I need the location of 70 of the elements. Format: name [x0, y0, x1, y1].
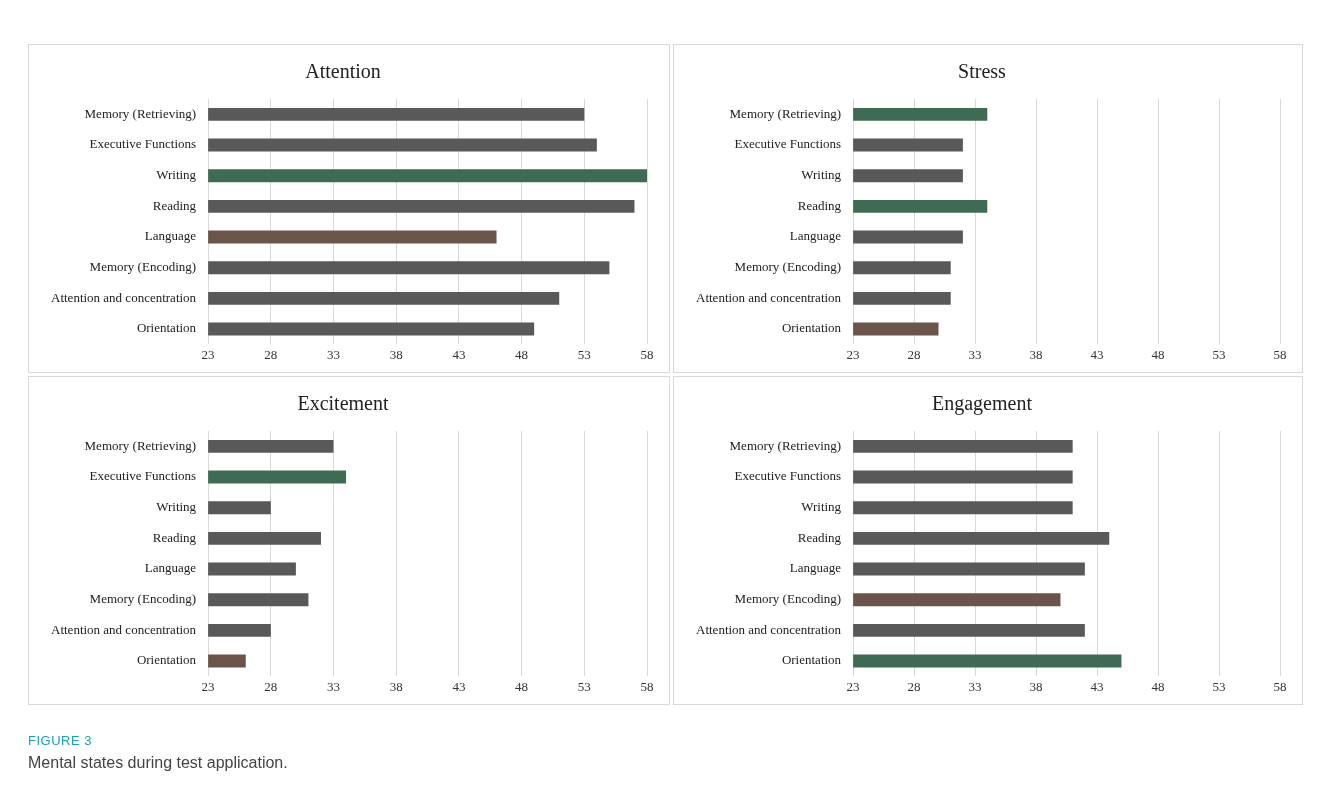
y-tick-label: Attention and concentration [51, 621, 197, 637]
y-tick-label: Memory (Retrieving) [729, 437, 842, 453]
y-tick-label: Attention and concentration [51, 289, 197, 305]
x-tick-label: 23 [846, 678, 860, 694]
x-tick-label: 38 [389, 678, 403, 694]
chart-title: Engagement [932, 392, 1033, 416]
x-tick-label: 48 [515, 678, 529, 694]
y-tick-label: Memory (Encoding) [89, 591, 197, 607]
x-tick-label: 53 [577, 346, 591, 362]
x-tick-label: 48 [1151, 346, 1165, 362]
x-tick-label: 38 [1029, 346, 1043, 362]
y-tick-label: Executive Functions [734, 468, 842, 484]
y-tick-label: Attention and concentration [696, 289, 842, 305]
x-tick-label: 58 [1273, 678, 1287, 694]
y-tick-label: Orientation [136, 652, 197, 668]
x-tick-label: 38 [389, 346, 403, 362]
x-tick-label: 58 [640, 346, 654, 362]
chart-title: Stress [958, 60, 1007, 83]
y-tick-label: Reading [797, 529, 842, 545]
y-tick-label: Writing [156, 499, 197, 515]
y-tick-label: Writing [156, 167, 197, 183]
x-tick-label: 43 [1090, 346, 1104, 362]
y-tick-label: Memory (Retrieving) [84, 105, 197, 121]
y-tick-label: Memory (Encoding) [734, 591, 842, 607]
x-tick-label: 33 [327, 678, 341, 694]
x-tick-label: 43 [452, 678, 466, 694]
x-tick-label: 33 [968, 678, 982, 694]
x-tick-label: 28 [264, 678, 278, 694]
y-tick-label: Reading [152, 197, 197, 213]
x-tick-label: 48 [515, 346, 529, 362]
y-tick-label: Memory (Retrieving) [729, 105, 842, 121]
text: Mental states during test application. [28, 754, 288, 772]
x-tick-label: 28 [907, 346, 921, 362]
y-tick-label: Reading [797, 197, 842, 213]
y-tick-label: Memory (Encoding) [89, 259, 197, 275]
x-tick-label: 48 [1151, 678, 1165, 694]
y-tick-label: Writing [801, 499, 842, 515]
x-tick-label: 53 [577, 678, 591, 694]
y-tick-label: Orientation [136, 320, 197, 336]
y-tick-label: Orientation [781, 320, 842, 336]
chart-title: Attention [305, 60, 381, 83]
x-tick-label: 23 [846, 346, 860, 362]
chart-title: Excitement [297, 392, 389, 415]
caption: FIGURE 3 [28, 733, 93, 748]
y-tick-label: Executive Functions [734, 136, 842, 152]
y-tick-label: Executive Functions [89, 468, 197, 484]
y-tick-label: Attention and concentration [696, 621, 842, 637]
y-tick-label: Executive Functions [89, 136, 197, 152]
x-tick-label: 53 [1212, 346, 1226, 362]
y-tick-label: Memory (Encoding) [734, 259, 842, 275]
x-tick-label: 58 [640, 678, 654, 694]
x-tick-label: 58 [1273, 346, 1287, 362]
y-tick-label: Language [144, 228, 197, 244]
y-tick-label: Language [144, 560, 197, 576]
x-tick-label: 28 [907, 678, 921, 694]
y-tick-label: Writing [801, 167, 842, 183]
x-tick-label: 43 [452, 346, 466, 362]
x-tick-label: 33 [327, 346, 341, 362]
x-tick-label: 53 [1212, 678, 1226, 694]
x-tick-label: 28 [264, 346, 278, 362]
x-tick-label: 38 [1029, 678, 1043, 694]
y-tick-label: Language [789, 560, 842, 576]
y-tick-label: Memory (Retrieving) [84, 437, 197, 453]
x-tick-label: 23 [201, 346, 215, 362]
y-tick-label: Language [789, 228, 842, 244]
x-tick-label: 23 [201, 678, 215, 694]
y-tick-label: Reading [152, 529, 197, 545]
y-tick-label: Orientation [781, 652, 842, 668]
x-tick-label: 43 [1090, 678, 1104, 694]
x-tick-label: 33 [968, 346, 982, 362]
